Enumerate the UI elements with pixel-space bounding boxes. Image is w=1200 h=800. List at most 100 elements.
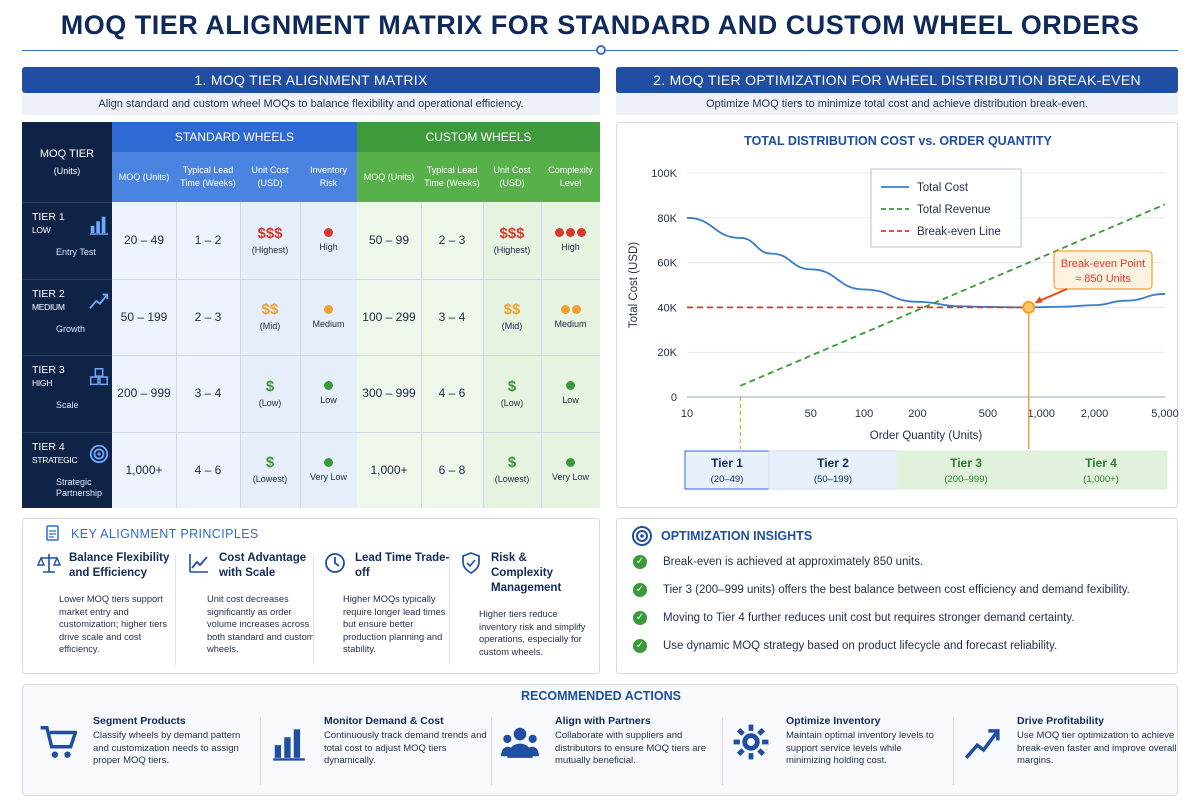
boxes-icon [88, 366, 110, 388]
trend-icon [187, 551, 211, 575]
level-label: High [319, 242, 338, 253]
col-divider [300, 202, 301, 508]
cell-value: 3 – 4 [438, 309, 466, 324]
legend-label: Total Cost [917, 182, 969, 194]
action-item: Monitor Demand & Cost Continuously track … [270, 715, 487, 768]
action-text-group: Segment Products Classify wheels by deman… [93, 715, 256, 768]
matrix-cell-std-moq: 20 – 49 [112, 202, 176, 279]
tier-label-group: TIER 4 STRATEGIC [32, 440, 78, 467]
tier-band-4 [1034, 450, 1168, 490]
insight-text: Break-even is achieved at approximately … [663, 556, 924, 568]
tier-cell-3: TIER 3 HIGH Scale [22, 355, 112, 432]
section1-header: 1. MOQ TIER ALIGNMENT MATRIX [22, 67, 600, 93]
std-col-cost: Unit Cost (USD) [240, 152, 300, 202]
tier-cell-top: TIER 2 MEDIUM [32, 288, 110, 314]
level-dot [560, 304, 570, 314]
col-divider [541, 202, 542, 508]
tier-band-range: (20–49) [711, 474, 744, 485]
cus-col-moq: MOQ (Units) [357, 152, 421, 202]
matrix-cell-std-lead: 4 – 6 [176, 431, 240, 508]
cus-col-complexity: Complexity Level [541, 152, 600, 202]
action-divider [491, 717, 492, 785]
cell-value: 2 – 3 [194, 309, 222, 324]
target-icon [632, 526, 652, 546]
tier-name: TIER 4 [32, 440, 65, 453]
x-tick-label: 1,000 [1027, 408, 1055, 420]
cell-value: 2 – 3 [438, 233, 466, 248]
insight-item: ✓ Moving to Tier 4 further reduces unit c… [633, 611, 1074, 625]
level-dot [555, 228, 564, 238]
level-label: High [561, 242, 580, 253]
row-divider [112, 431, 600, 433]
unit-cost-symbol: $$ [503, 301, 521, 319]
x-tick-label: 100 [855, 408, 873, 420]
unit-cost-label: (Mid) [501, 321, 523, 332]
principle-text: Unit cost decreases significantly as ord… [207, 594, 315, 654]
y-tick-label: 80K [657, 213, 677, 225]
y-tick-label: 60K [657, 258, 677, 270]
legend-label: Break-even Line [917, 226, 1001, 238]
level-dot [577, 228, 586, 238]
row-divider [112, 278, 600, 280]
tier-level: MEDIUM [32, 301, 65, 312]
bar-chart-icon [270, 723, 308, 768]
unit-cost-label: (Highest) [251, 244, 289, 255]
optimization-insights: OPTIMIZATION INSIGHTS ✓ Break-even is ach… [616, 518, 1178, 674]
matrix-cell-std-lead: 1 – 2 [176, 202, 240, 279]
level-label: Very Low [309, 471, 348, 482]
gear-icon [732, 723, 770, 768]
x-tick-label: 500 [979, 408, 997, 420]
matrix-cell-std-risk: Medium [300, 278, 357, 355]
principle-text: Lower MOQ tiers support market entry and… [59, 594, 167, 654]
principle-item: Balance Flexibility and Efficiency Lower … [36, 551, 182, 656]
x-axis-label: Order Quantity (Units) [870, 430, 983, 442]
callout-subtext: ≈ 850 Units [1075, 273, 1131, 285]
legend-label: Total Revenue [917, 204, 991, 216]
tier-band-range: (200–999) [944, 474, 987, 485]
page-title: MOQ TIER ALIGNMENT MATRIX FOR STANDARD A… [60, 10, 1140, 40]
unit-cost-symbol: $ [507, 377, 517, 395]
y-tick-label: 0 [671, 392, 677, 404]
matrix-cell-cus-moq: 300 – 999 [357, 355, 421, 432]
level-dots [565, 381, 576, 391]
action-text: Maintain optimal inventory levels to sup… [786, 730, 934, 766]
tier-band-label: Tier 1 [711, 456, 743, 470]
action-text: Use MOQ tier optimization to achieve bre… [1017, 730, 1177, 766]
level-label: Low [320, 395, 337, 406]
level-dots [323, 457, 334, 468]
x-tick-label: 200 [908, 408, 926, 420]
series-line-total-cost [686, 216, 1166, 309]
break-even-point [1022, 300, 1036, 314]
matrix-cell-cus-cost: $ (Lowest) [483, 431, 541, 508]
level-dot [324, 457, 333, 467]
action-item: Segment Products Classify wheels by deman… [39, 715, 256, 768]
principles-title: KEY ALIGNMENT PRINCIPLES [71, 527, 259, 541]
level-dots [565, 457, 576, 468]
cell-value: 4 – 6 [438, 386, 466, 401]
matrix-cell-std-moq: 200 – 999 [112, 355, 176, 432]
matrix-cell-std-cost: $$$ (Highest) [240, 202, 300, 279]
tier-band-label: Tier 3 [950, 456, 982, 470]
principle-divider [449, 555, 450, 665]
std-col-lead: Typical Lead Time (Weeks) [176, 152, 240, 202]
x-tick-label: 50 [805, 408, 817, 420]
matrix-cell-cus-moq: 1,000+ [357, 431, 421, 508]
matrix-cell-std-moq: 1,000+ [112, 431, 176, 508]
tier-cell-4: TIER 4 STRATEGIC Strategic Partnership [22, 431, 112, 508]
matrix-cell-cus-cost: $ (Low) [483, 355, 541, 432]
scale-icon [36, 551, 62, 575]
action-divider [722, 717, 723, 785]
principle-title: Lead Time Trade-off [355, 552, 450, 579]
matrix-cell-cus-lead: 3 – 4 [421, 278, 483, 355]
people-icon [501, 723, 539, 768]
cell-value: 1 – 2 [194, 233, 222, 248]
growth-icon [963, 723, 1001, 768]
insights-heading: OPTIMIZATION INSIGHTS [631, 525, 812, 547]
matrix-cell-std-risk: Low [300, 355, 357, 432]
target-icon [88, 443, 110, 465]
matrix-cell-cus-moq: 100 – 299 [357, 278, 421, 355]
matrix-cell-std-cost: $$ (Mid) [240, 278, 300, 355]
tier-level: LOW [32, 225, 51, 235]
shield-icon [459, 551, 483, 575]
break-even-callout [1053, 250, 1153, 290]
